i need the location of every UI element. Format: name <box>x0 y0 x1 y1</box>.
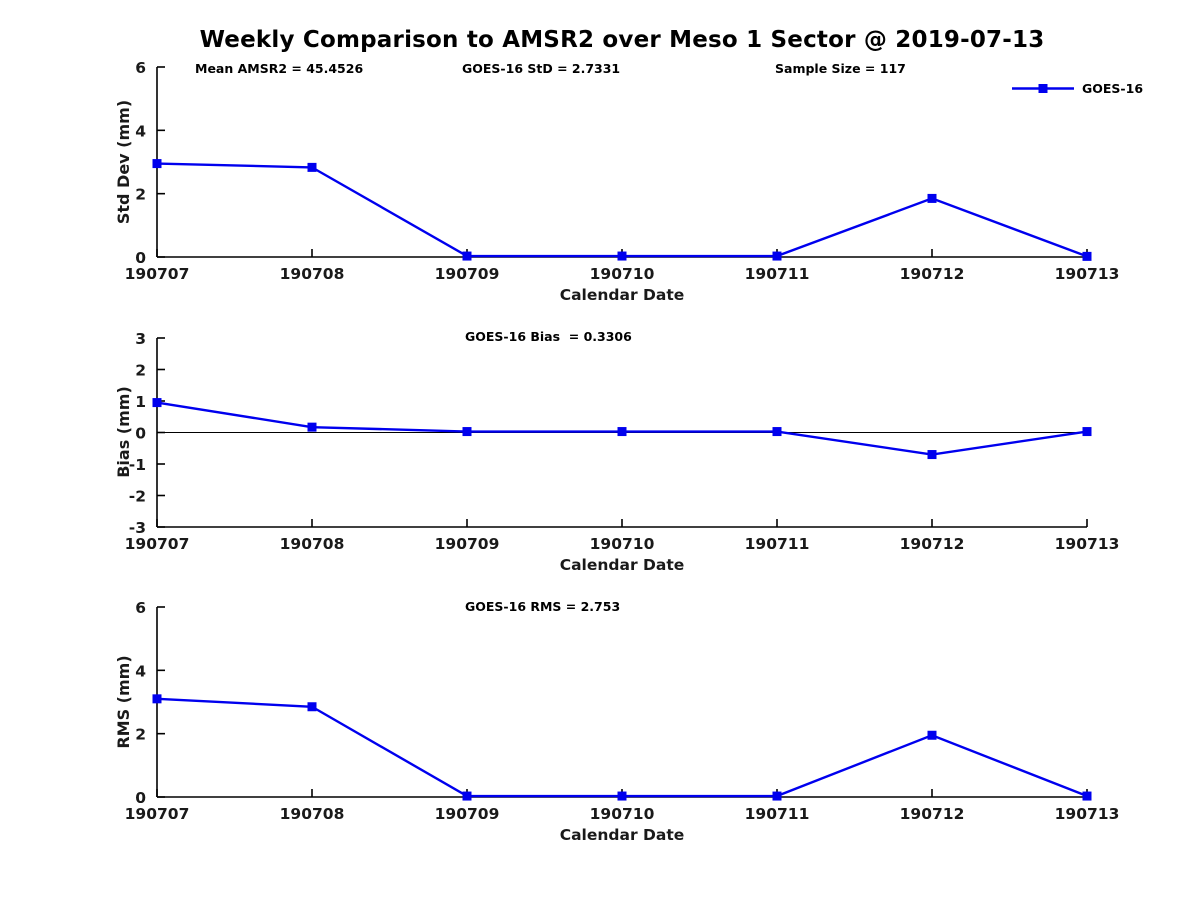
data-point-marker <box>617 427 627 437</box>
data-point-marker <box>152 159 162 169</box>
x-tick-label: 190709 <box>435 265 500 283</box>
y-tick-label: 4 <box>135 122 146 140</box>
subplot-rms: 0 2 4 6 190707 190708 190709 190710 190711 190712… <box>125 599 1120 823</box>
x-tick-label: 190713 <box>1055 535 1120 553</box>
x-tick-label: 190709 <box>435 805 500 823</box>
y-tick-label: 1 <box>135 393 146 411</box>
x-tick-label: 190708 <box>280 805 345 823</box>
x-tick-label: 190712 <box>900 805 965 823</box>
x-tick-label: 190709 <box>435 535 500 553</box>
legend-line-marker-icon <box>1012 84 1074 93</box>
data-point-marker <box>462 251 472 261</box>
subplot-stddev: 0 2 4 6 190707 190708 190709 190710 190711 190712… <box>125 59 1120 283</box>
x-tick-label: 190708 <box>280 265 345 283</box>
series-line-goes-16 <box>156 162 1088 258</box>
y-tick-label: 0 <box>135 425 146 443</box>
data-point-marker <box>307 422 317 432</box>
x-axis-label-bias: Calendar Date <box>559 556 685 574</box>
y-tick-label: -1 <box>129 456 146 474</box>
y-tick-label: 3 <box>135 330 146 348</box>
x-tick-label: 190707 <box>125 265 190 283</box>
annotation-goes16-rms: GOES-16 RMS = 2.753 <box>465 599 621 614</box>
y-tick-label: -2 <box>129 488 146 506</box>
y-tick-label: 6 <box>135 599 146 617</box>
data-point-marker <box>307 702 317 712</box>
data-point-marker <box>772 791 782 801</box>
x-tick-label: 190713 <box>1055 265 1120 283</box>
data-point-marker <box>1082 791 1092 801</box>
x-tick-label: 190707 <box>125 535 190 553</box>
annotation-goes16-bias: GOES-16 Bias = 0.3306 <box>465 329 632 344</box>
legend-label-goes16: GOES-16 <box>1082 81 1144 96</box>
y-tick-label: 2 <box>135 362 146 380</box>
data-point-marker <box>152 398 162 408</box>
data-point-marker <box>927 730 937 740</box>
annotation-mean-amsr2: Mean AMSR2 = 45.4526 <box>195 61 364 76</box>
data-point-marker <box>307 162 317 172</box>
x-tick-label: 190711 <box>745 535 810 553</box>
x-tick-label: 190712 <box>900 265 965 283</box>
x-tick-label: 190710 <box>590 265 655 283</box>
data-point-marker <box>1082 427 1092 437</box>
x-tick-label: 190711 <box>745 805 810 823</box>
annotation-sample-size: Sample Size = 117 <box>775 61 906 76</box>
data-point-marker <box>617 251 627 261</box>
series-line-goes-16 <box>156 697 1088 798</box>
y-tick-label: 2 <box>135 726 146 744</box>
x-tick-label: 190713 <box>1055 805 1120 823</box>
data-point-marker <box>927 450 937 460</box>
x-tick-label: 190710 <box>590 805 655 823</box>
x-tick-label: 190711 <box>745 265 810 283</box>
y-tick-label: -3 <box>129 519 146 537</box>
x-axis-label-rms: Calendar Date <box>559 826 685 844</box>
figure-title: Weekly Comparison to AMSR2 over Meso 1 S… <box>199 27 1045 53</box>
data-point-marker <box>772 427 782 437</box>
y-tick-label: 0 <box>135 789 146 807</box>
y-tick-label: 6 <box>135 59 146 77</box>
x-axis-label-stddev: Calendar Date <box>559 286 685 304</box>
data-point-marker <box>617 791 627 801</box>
x-tick-label: 190707 <box>125 805 190 823</box>
y-tick-label: 4 <box>135 662 146 680</box>
data-point-marker <box>152 694 162 704</box>
x-tick-label: 190710 <box>590 535 655 553</box>
data-point-marker <box>927 193 937 203</box>
x-tick-label: 190712 <box>900 535 965 553</box>
annotation-goes16-std: GOES-16 StD = 2.7331 <box>462 61 621 76</box>
data-point-marker <box>462 791 472 801</box>
data-point-marker <box>772 251 782 261</box>
y-tick-label: 2 <box>135 186 146 204</box>
data-point-marker <box>462 427 472 437</box>
x-tick-label: 190708 <box>280 535 345 553</box>
legend: GOES-16 <box>1012 81 1143 96</box>
y-tick-label: 0 <box>135 249 146 267</box>
data-point-marker <box>1082 251 1092 261</box>
